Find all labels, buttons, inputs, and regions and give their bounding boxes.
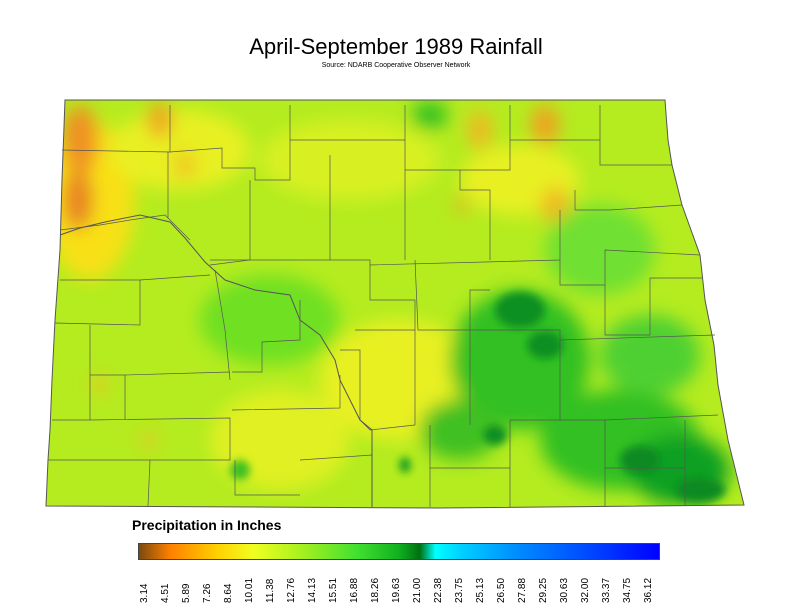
legend-tick-label: 34.75 xyxy=(622,577,633,603)
legend-tick-label: 14.13 xyxy=(307,577,318,603)
legend-tick-label: 22.38 xyxy=(433,577,444,603)
legend-tick-label: 12.76 xyxy=(286,577,297,603)
legend-tick-label: 29.25 xyxy=(538,577,549,603)
legend-tick-label: 3.14 xyxy=(139,583,150,603)
legend-tick-label: 33.37 xyxy=(601,577,612,603)
legend-tick-label: 30.63 xyxy=(559,577,570,603)
legend-tick-label: 23.75 xyxy=(454,577,465,603)
legend-tick-label: 8.64 xyxy=(223,583,234,603)
legend-tick-label: 5.89 xyxy=(181,583,192,603)
legend-title: Precipitation in Inches xyxy=(132,517,282,533)
map-title: April-September 1989 Rainfall xyxy=(249,34,543,59)
legend-color-bar xyxy=(138,543,660,560)
legend-tick-label: 25.13 xyxy=(475,577,486,603)
legend-tick-label: 21.00 xyxy=(412,577,423,603)
legend-tick-label: 16.88 xyxy=(349,577,360,603)
legend-tick-label: 7.26 xyxy=(202,583,213,603)
state-outline xyxy=(45,99,745,509)
legend-tick-label: 27.88 xyxy=(517,577,528,603)
legend-tick-label: 32.00 xyxy=(580,577,591,603)
legend-tick-label: 18.26 xyxy=(370,577,381,603)
legend-tick-label: 19.63 xyxy=(391,577,402,603)
legend-tick-label: 15.51 xyxy=(328,577,339,603)
rainfall-surface xyxy=(46,100,744,508)
legend-tick-label: 4.51 xyxy=(160,583,171,603)
legend-tick-label: 26.50 xyxy=(496,577,507,603)
legend-tick-label: 10.01 xyxy=(244,577,255,603)
legend-tick-label: 11.38 xyxy=(265,578,276,603)
map-source: Source: NDARB Cooperative Observer Netwo… xyxy=(321,62,471,69)
legend-tick-label: 36.12 xyxy=(643,577,654,603)
missouri-river xyxy=(59,214,373,507)
